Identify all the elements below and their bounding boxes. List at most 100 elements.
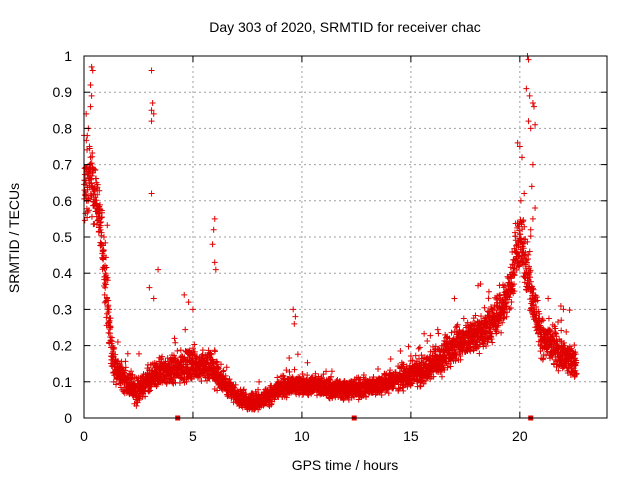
data-point [122, 364, 129, 371]
data-point [170, 352, 177, 359]
data-point [100, 255, 107, 262]
data-point [566, 307, 573, 314]
data-point [85, 207, 92, 214]
data-point [448, 329, 455, 336]
data-point [107, 337, 114, 344]
data-point [205, 347, 212, 354]
data-point [563, 328, 570, 335]
data-point [104, 222, 111, 229]
data-point [105, 319, 112, 326]
data-point [421, 330, 428, 337]
data-point [532, 205, 539, 212]
data-point [212, 348, 219, 355]
data-point [256, 378, 263, 385]
data-point [97, 219, 104, 226]
data-point [375, 365, 382, 372]
data-point [286, 355, 293, 362]
data-point [88, 92, 95, 99]
x-axis-label: GPS time / hours [292, 457, 399, 473]
data-point [405, 343, 412, 350]
data-point [223, 364, 230, 371]
y-tick-label: 0.6 [53, 193, 73, 209]
data-point [122, 358, 129, 365]
data-point [424, 337, 431, 344]
data-point [91, 220, 98, 227]
data-point [96, 187, 103, 194]
data-point [146, 284, 153, 291]
data-point [451, 295, 458, 302]
data-point [304, 359, 311, 366]
y-tick-label: 1 [64, 48, 72, 64]
data-point [145, 388, 152, 395]
data-point [545, 295, 552, 302]
data-point [215, 364, 222, 371]
x-tick-label: 5 [189, 428, 197, 444]
data-point [529, 161, 536, 168]
data-point [527, 125, 534, 132]
data-point [220, 367, 227, 374]
data-point [523, 85, 530, 92]
data-point [387, 356, 394, 363]
data-point [150, 295, 157, 302]
data-point [517, 197, 524, 204]
data-point [207, 350, 214, 357]
data-point [133, 402, 140, 409]
data-point [485, 295, 492, 302]
data-point [435, 330, 442, 337]
data-point [208, 351, 215, 358]
data-point [532, 121, 539, 128]
data-point [328, 368, 335, 375]
data-point [122, 367, 129, 374]
data-point [88, 160, 95, 167]
data-point [172, 339, 179, 346]
data-point [476, 350, 483, 357]
data-point [198, 377, 205, 384]
data-point [290, 306, 297, 313]
data-point [189, 345, 196, 352]
data-point [148, 190, 155, 197]
data-point [149, 100, 156, 107]
data-point [147, 387, 154, 394]
data-point [104, 277, 111, 284]
y-tick-label: 0.8 [53, 120, 73, 136]
data-point [89, 150, 96, 157]
data-point [93, 221, 100, 228]
data-point [526, 92, 533, 99]
data-point [148, 118, 155, 125]
y-tick-label: 0.3 [53, 301, 73, 317]
data-point [528, 183, 535, 190]
y-tick-label: 0.4 [53, 265, 73, 281]
data-point [189, 306, 196, 313]
data-point [94, 191, 101, 198]
y-tick-label: 0.5 [53, 229, 73, 245]
data-point [111, 344, 118, 351]
data-point [292, 313, 299, 320]
data-point [525, 118, 532, 125]
data-point [136, 350, 143, 357]
data-point [529, 100, 536, 107]
data-point [177, 347, 184, 354]
data-point [114, 339, 121, 346]
data-point [460, 315, 467, 322]
data-point [155, 266, 162, 273]
data-point [107, 324, 114, 331]
data-point [113, 381, 120, 388]
data-point [148, 383, 155, 390]
data-point [109, 338, 116, 345]
y-tick-label: 0.7 [53, 157, 73, 173]
data-point [159, 353, 166, 360]
data-point [140, 388, 147, 395]
data-point [102, 281, 109, 288]
data-point [232, 381, 239, 388]
data-point [112, 351, 119, 358]
data-point [100, 247, 107, 254]
data-point [92, 166, 99, 173]
data-point [485, 288, 492, 295]
data-point [558, 327, 565, 334]
data-point [185, 299, 192, 306]
data-point [221, 375, 228, 382]
data-point [415, 345, 422, 352]
data-point [87, 103, 94, 110]
data-point [427, 332, 434, 339]
